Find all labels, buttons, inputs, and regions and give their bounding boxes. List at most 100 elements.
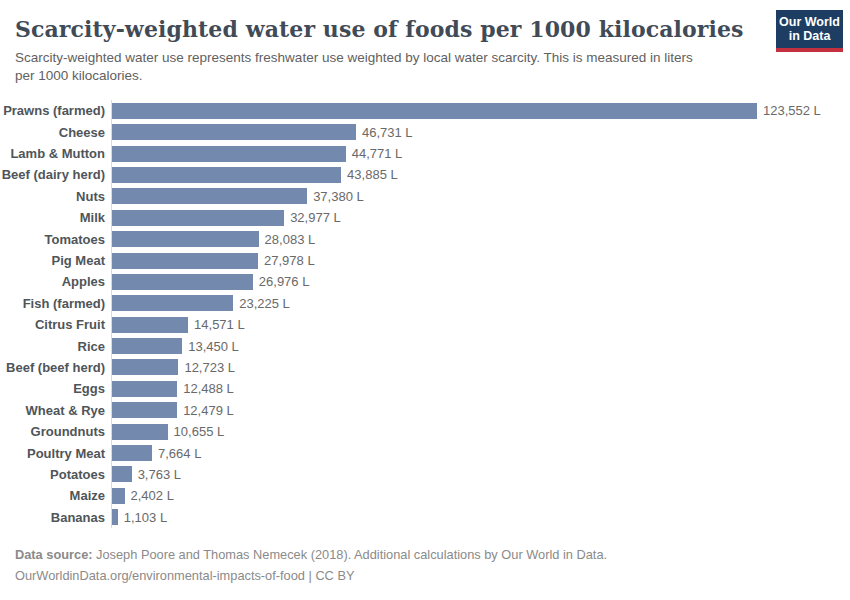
value-label: 23,225 L bbox=[239, 296, 290, 311]
bar[interactable] bbox=[112, 253, 258, 269]
bar[interactable] bbox=[112, 124, 356, 140]
value-label: 12,723 L bbox=[184, 360, 235, 375]
category-label: Bananas bbox=[0, 510, 111, 525]
bar[interactable] bbox=[112, 210, 284, 226]
bar-track: 28,083 L bbox=[111, 228, 850, 249]
category-label: Tomatoes bbox=[0, 232, 111, 247]
bar-row: Cheese 46,731 L bbox=[0, 121, 850, 142]
value-label: 1,103 L bbox=[124, 510, 167, 525]
bar[interactable] bbox=[112, 188, 307, 204]
chart-page: Scarcity-weighted water use of foods per… bbox=[0, 0, 850, 600]
bar-row: Maize2,402 L bbox=[0, 485, 850, 506]
bar[interactable] bbox=[112, 338, 182, 354]
bar[interactable] bbox=[112, 445, 152, 461]
value-label: 28,083 L bbox=[265, 232, 316, 247]
bar-row: Poultry Meat 7,664 L bbox=[0, 442, 850, 463]
value-label: 46,731 L bbox=[362, 125, 413, 140]
chart-footer: Data source: Joseph Poore and Thomas Nem… bbox=[15, 544, 835, 586]
chart-subtitle: Scarcity-weighted water use represents f… bbox=[15, 49, 710, 84]
value-label: 123,552 L bbox=[763, 103, 821, 118]
category-label: Groundnuts bbox=[0, 424, 111, 439]
bar-track: 32,977 L bbox=[111, 207, 850, 228]
bar-rows: Prawns (farmed) 123,552 L Cheese 46,731 L La… bbox=[0, 100, 850, 528]
bar[interactable] bbox=[112, 424, 168, 440]
bar-row: Lamb & Mutton 44,771 L bbox=[0, 143, 850, 164]
value-label: 32,977 L bbox=[290, 210, 341, 225]
category-label: Apples bbox=[0, 274, 111, 289]
bar[interactable] bbox=[112, 295, 233, 311]
category-label: Lamb & Mutton bbox=[0, 146, 111, 161]
category-label: Maize bbox=[0, 488, 111, 503]
bar-row: Pig Meat 27,978 L bbox=[0, 250, 850, 271]
bar[interactable] bbox=[112, 167, 341, 183]
value-label: 12,479 L bbox=[183, 403, 234, 418]
bar[interactable] bbox=[112, 466, 132, 482]
value-label: 3,763 L bbox=[138, 467, 181, 482]
bar[interactable] bbox=[112, 103, 757, 119]
bar[interactable] bbox=[112, 359, 178, 375]
category-label: Poultry Meat bbox=[0, 446, 111, 461]
bar-row: Prawns (farmed) 123,552 L bbox=[0, 100, 850, 121]
bar-row: Bananas 1,103 L bbox=[0, 507, 850, 528]
data-source-text: Joseph Poore and Thomas Nemecek (2018). … bbox=[93, 547, 608, 562]
citation-link[interactable]: OurWorldinData.org/environmental-impacts… bbox=[15, 565, 835, 586]
bar[interactable] bbox=[112, 274, 253, 290]
category-label: Nuts bbox=[0, 189, 111, 204]
bar-track: 10,655 L bbox=[111, 421, 850, 442]
bar-row: Milk32,977 L bbox=[0, 207, 850, 228]
value-label: 14,571 L bbox=[194, 317, 245, 332]
bar[interactable] bbox=[112, 146, 346, 162]
bar[interactable] bbox=[112, 488, 125, 504]
bar-row: Nuts 37,380 L bbox=[0, 186, 850, 207]
bar[interactable] bbox=[112, 231, 259, 247]
value-label: 44,771 L bbox=[352, 146, 403, 161]
category-label: Eggs bbox=[0, 381, 111, 396]
category-label: Beef (beef herd) bbox=[0, 360, 111, 375]
value-label: 27,978 L bbox=[264, 253, 315, 268]
owid-logo-line2: in Data bbox=[778, 29, 841, 43]
bar[interactable] bbox=[112, 509, 118, 525]
bar-track: 123,552 L bbox=[111, 100, 850, 121]
bar-row: Beef (beef herd) 12,723 L bbox=[0, 357, 850, 378]
category-label: Fish (farmed) bbox=[0, 296, 111, 311]
category-label: Prawns (farmed) bbox=[0, 103, 111, 118]
bar-track: 7,664 L bbox=[111, 442, 850, 463]
value-label: 7,664 L bbox=[158, 446, 201, 461]
bar[interactable] bbox=[112, 402, 177, 418]
data-source-label: Data source: bbox=[15, 547, 93, 562]
category-label: Pig Meat bbox=[0, 253, 111, 268]
owid-logo[interactable]: Our World in Data bbox=[776, 10, 843, 52]
bar-row: Tomatoes 28,083 L bbox=[0, 228, 850, 249]
value-label: 12,488 L bbox=[183, 381, 234, 396]
bar-track: 3,763 L bbox=[111, 464, 850, 485]
bar-row: Potatoes3,763 L bbox=[0, 464, 850, 485]
bar-track: 12,723 L bbox=[111, 357, 850, 378]
bar-track: 1,103 L bbox=[111, 507, 850, 528]
bar-track: 2,402 L bbox=[111, 485, 850, 506]
chart-header: Scarcity-weighted water use of foods per… bbox=[0, 0, 850, 84]
bar-track: 44,771 L bbox=[111, 143, 850, 164]
category-label: Wheat & Rye bbox=[0, 403, 111, 418]
bar-track: 12,479 L bbox=[111, 400, 850, 421]
page-title: Scarcity-weighted water use of foods per… bbox=[15, 16, 835, 42]
bar-row: Beef (dairy herd)43,885 L bbox=[0, 164, 850, 185]
bar-track: 43,885 L bbox=[111, 164, 850, 185]
bar-track: 26,976 L bbox=[111, 271, 850, 292]
bar-track: 46,731 L bbox=[111, 121, 850, 142]
bar-track: 27,978 L bbox=[111, 250, 850, 271]
category-label: Cheese bbox=[0, 125, 111, 140]
bar-track: 13,450 L bbox=[111, 335, 850, 356]
value-label: 10,655 L bbox=[174, 424, 225, 439]
bar-row: Citrus Fruit 14,571 L bbox=[0, 314, 850, 335]
value-label: 13,450 L bbox=[188, 339, 239, 354]
bar[interactable] bbox=[112, 317, 188, 333]
category-label: Citrus Fruit bbox=[0, 317, 111, 332]
value-label: 26,976 L bbox=[259, 274, 310, 289]
value-label: 37,380 L bbox=[313, 189, 364, 204]
bar-row: Eggs 12,488 L bbox=[0, 378, 850, 399]
bar-track: 37,380 L bbox=[111, 186, 850, 207]
category-label: Beef (dairy herd) bbox=[0, 167, 111, 182]
bar-track: 23,225 L bbox=[111, 293, 850, 314]
bar[interactable] bbox=[112, 381, 177, 397]
bar-row: Groundnuts 10,655 L bbox=[0, 421, 850, 442]
